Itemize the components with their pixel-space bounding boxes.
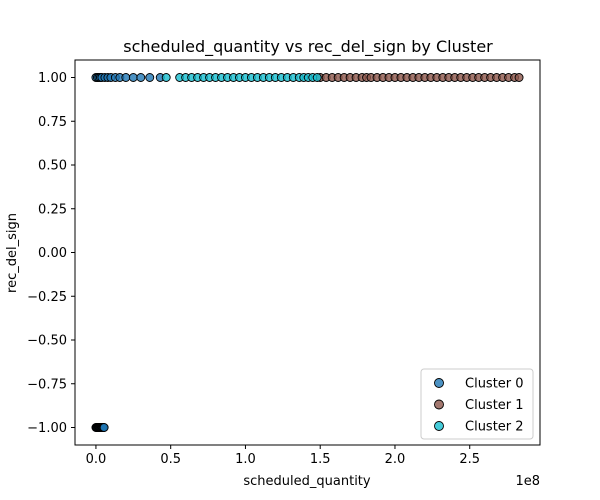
- legend-box: [420, 368, 534, 440]
- x-tick-label: 0.0: [86, 452, 107, 467]
- x-tick-label: 2.5: [459, 452, 480, 467]
- x-tick-label: 2.0: [385, 452, 406, 467]
- legend-marker: [434, 421, 444, 431]
- y-axis: −1.00 −0.75 −0.50 −0.25 0.00 0.25 0.50 0.75 1.00: [27, 71, 75, 436]
- legend-marker: [434, 399, 444, 410]
- data-point: [121, 73, 131, 82]
- legend: Cluster 0 Cluster 1 Cluster 2: [420, 368, 534, 440]
- series-cluster-0: [91, 73, 165, 432]
- plot-area: [91, 73, 524, 432]
- data-point: [128, 73, 138, 82]
- y-axis-label: rec_del_sign: [5, 213, 20, 293]
- x-axis-offset-label: 1e8: [515, 474, 540, 489]
- x-axis: 0.0 0.5 1.0 1.5 2.0 2.5: [86, 445, 480, 467]
- legend-label: Cluster 2: [465, 420, 524, 435]
- legend-marker: [434, 378, 444, 388]
- y-tick-label: −0.75: [27, 377, 67, 392]
- x-axis-label: scheduled_quantity: [243, 474, 371, 489]
- x-tick-label: 1.0: [235, 452, 256, 467]
- data-point: [145, 73, 155, 82]
- series-cluster-1: [315, 73, 524, 82]
- x-tick-label: 1.5: [310, 452, 331, 467]
- data-point: [161, 73, 171, 82]
- data-point: [312, 73, 322, 82]
- y-tick-label: −0.50: [27, 334, 67, 349]
- y-tick-label: 0.00: [38, 246, 67, 261]
- legend-label: Cluster 1: [465, 398, 524, 413]
- y-tick-label: 1.00: [38, 71, 67, 86]
- data-point: [99, 423, 109, 432]
- x-tick-label: 0.5: [160, 452, 181, 467]
- y-tick-label: 0.75: [38, 115, 67, 130]
- legend-label: Cluster 0: [465, 377, 524, 392]
- chart-title: scheduled_quantity vs rec_del_sign by Cl…: [123, 37, 493, 57]
- y-tick-label: 0.50: [38, 159, 67, 174]
- y-tick-label: 0.25: [38, 202, 67, 217]
- data-point: [514, 73, 524, 82]
- y-tick-label: −1.00: [27, 421, 67, 436]
- data-point: [136, 73, 146, 82]
- series-cluster-2: [161, 73, 322, 82]
- y-tick-label: −0.25: [27, 290, 67, 305]
